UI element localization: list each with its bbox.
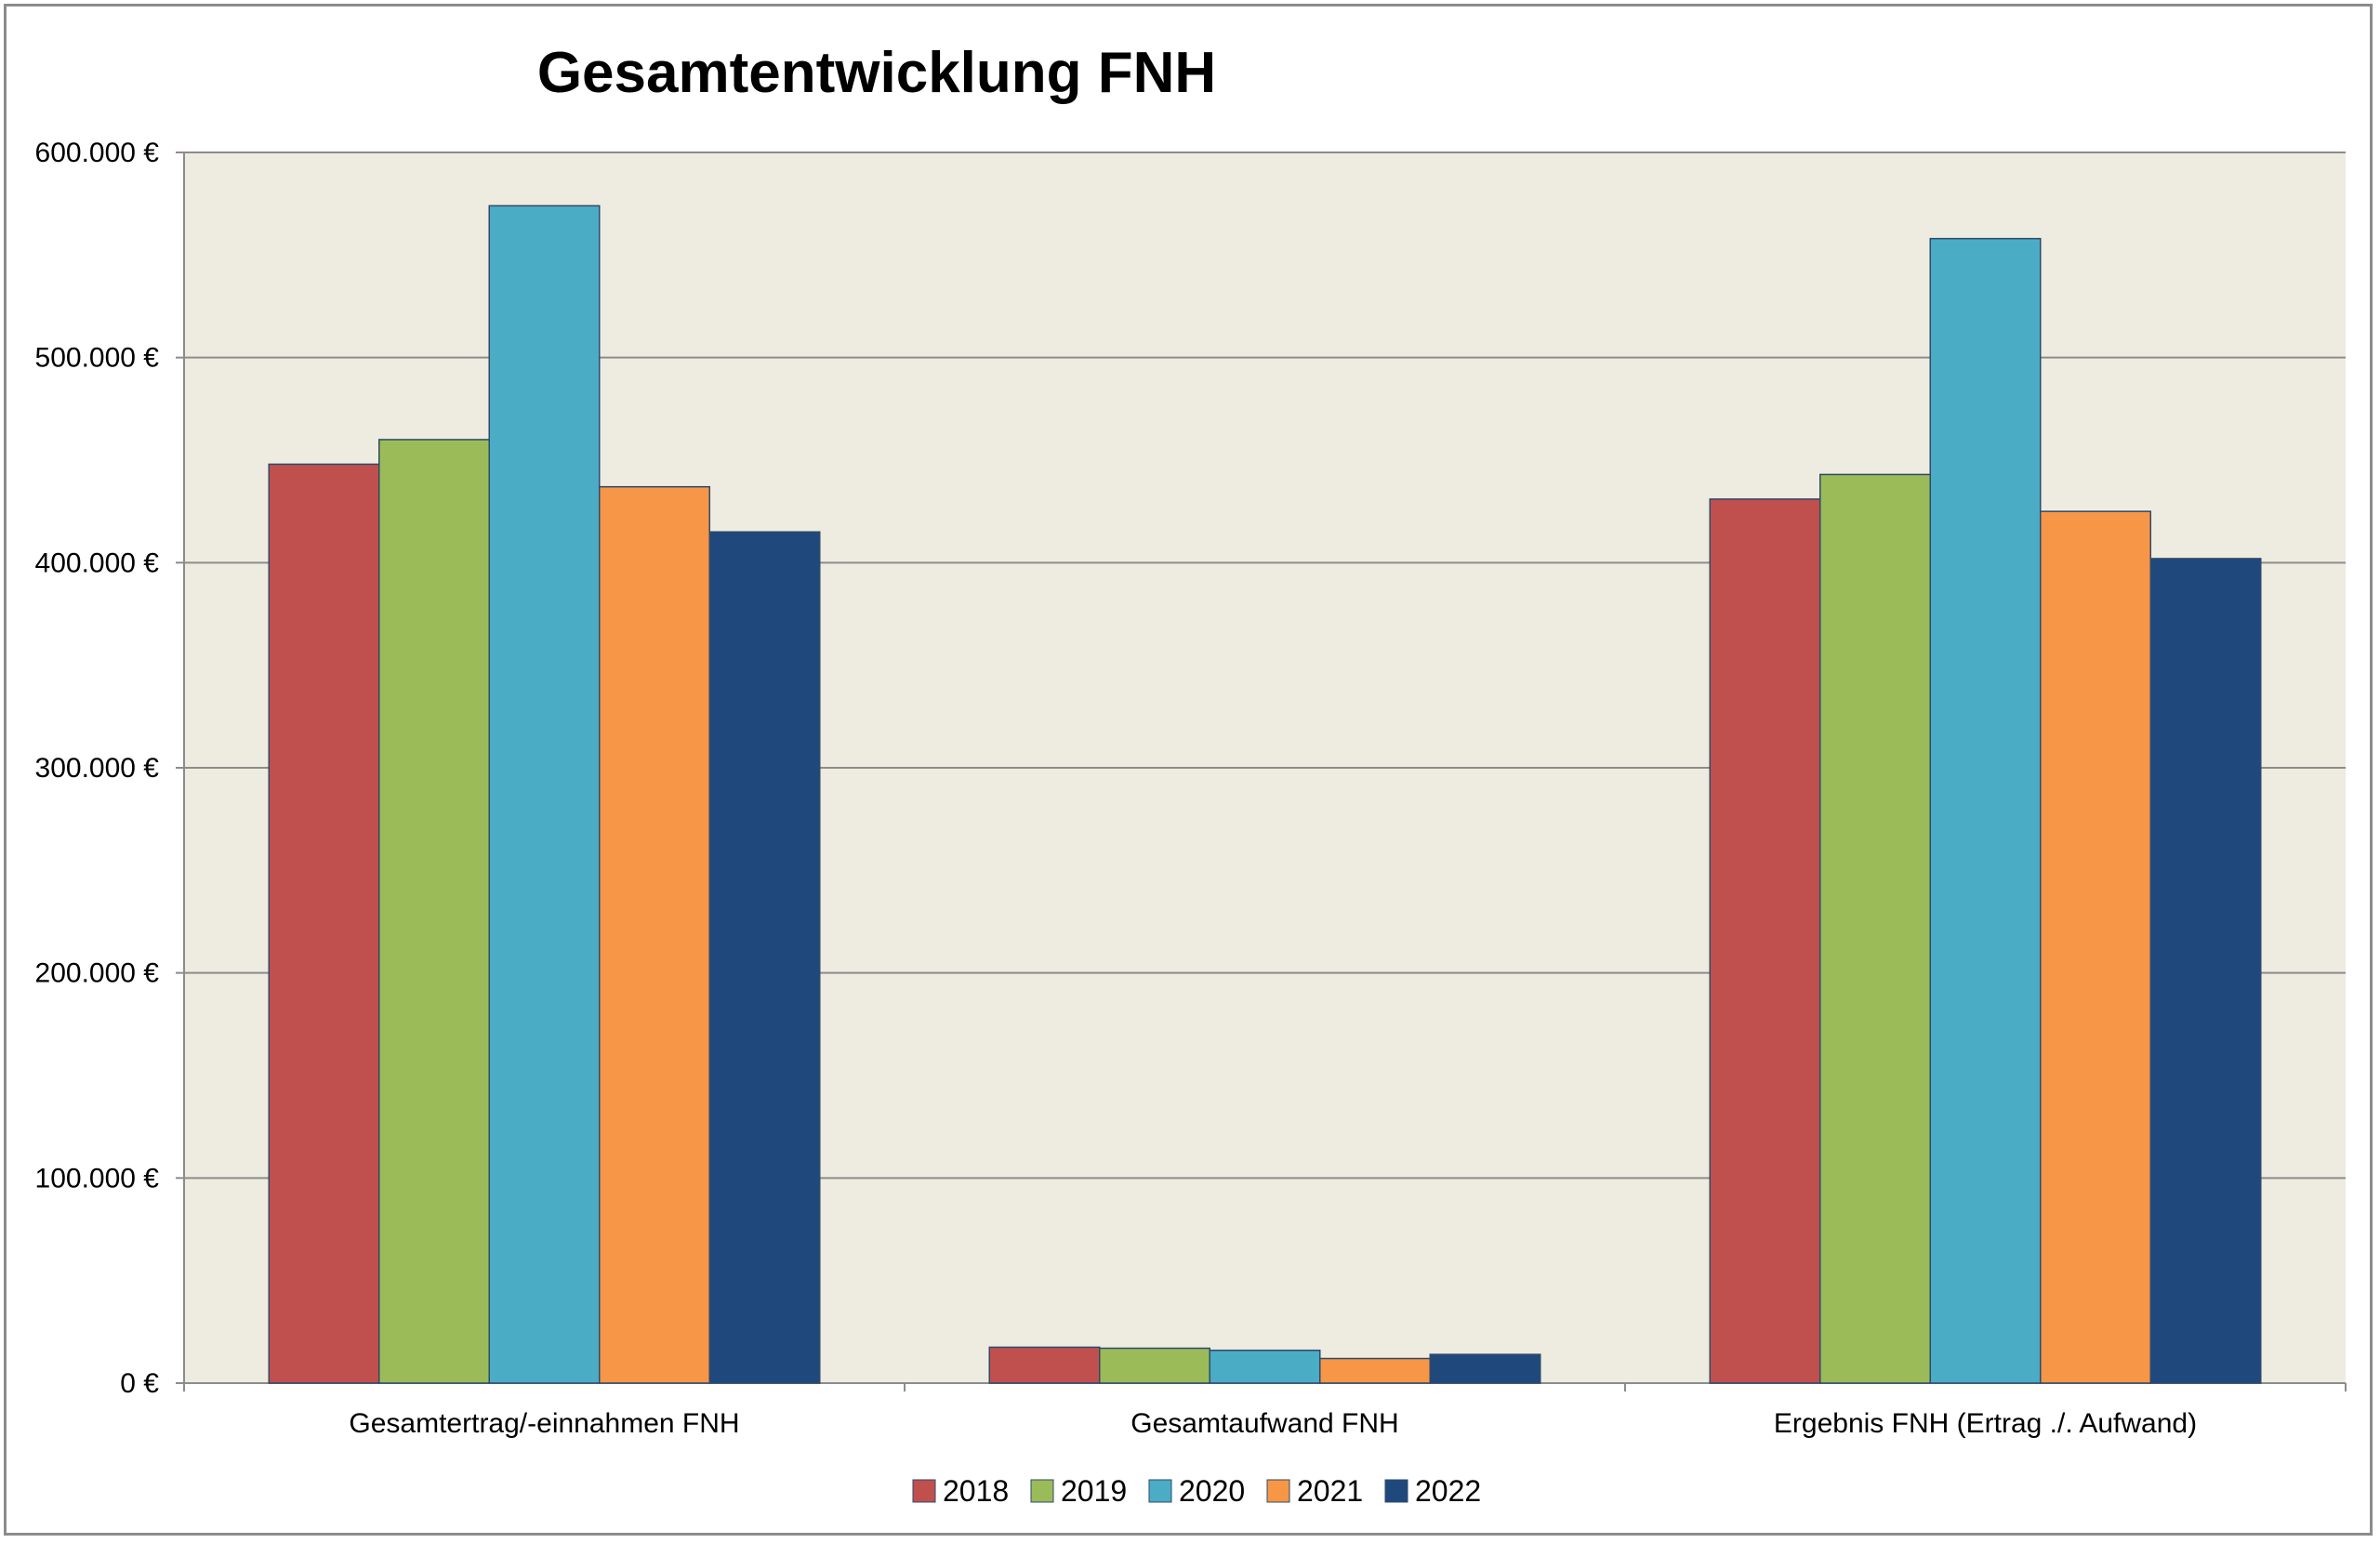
legend-label-2022: 2022 — [1415, 1474, 1481, 1508]
bar-2018-2 — [988, 1346, 1101, 1384]
chart-title: Gesamtentwicklung FNH — [537, 41, 1216, 105]
bar-2021-2 — [1319, 1357, 1431, 1384]
bar-2020-3 — [1929, 237, 2042, 1384]
y-tick-label: 300.000 € — [35, 753, 160, 784]
legend-label-2021: 2021 — [1297, 1474, 1363, 1508]
y-tick-label: 600.000 € — [35, 138, 160, 168]
legend-label-2020: 2020 — [1179, 1474, 1245, 1508]
x-category-label: Gesamtertrag/-einnahmen FNH — [349, 1408, 739, 1439]
legend-swatch-2019 — [1030, 1479, 1054, 1503]
legend-swatch-2018 — [912, 1479, 936, 1503]
x-category-label: Gesamtaufwand FNH — [1130, 1408, 1398, 1439]
legend-swatch-2022 — [1384, 1479, 1408, 1503]
bar-2019-2 — [1099, 1347, 1210, 1384]
plot-area: 0 € 100.000 € 200.000 € 300.000 € 400.000 € 5… — [35, 138, 2347, 1439]
chart-svg: Gesamtentwicklung FNH 0 € 100.000 € 200.00… — [35, 41, 2347, 1508]
bar-2022-2 — [1429, 1353, 1541, 1384]
bar-2018-1 — [268, 463, 380, 1384]
bar-2019-3 — [1819, 473, 1931, 1384]
legend-label-2018: 2018 — [943, 1474, 1009, 1508]
x-category-label: Ergebnis FNH (Ertrag ./. Aufwand) — [1774, 1408, 2197, 1439]
y-tick-label: 200.000 € — [35, 958, 160, 989]
legend-label-2019: 2019 — [1061, 1474, 1127, 1508]
legend-swatch-2020 — [1148, 1479, 1172, 1503]
chart-frame: Gesamtentwicklung FNH 0 € 100.000 € 200.00… — [4, 4, 2373, 1536]
y-tick-label: 400.000 € — [35, 547, 160, 578]
bar-2022-1 — [708, 531, 821, 1384]
bar-2021-3 — [2040, 510, 2151, 1384]
bar-2020-2 — [1209, 1349, 1321, 1384]
bar-2021-1 — [599, 485, 710, 1384]
y-tick-label: 500.000 € — [35, 343, 160, 374]
bar-2018-3 — [1709, 498, 1821, 1384]
bar-2022-3 — [2149, 558, 2262, 1384]
bar-2019-1 — [378, 439, 490, 1384]
legend: 2018 2019 2020 2021 2022 — [912, 1474, 1481, 1508]
y-tick-label: 0 € — [120, 1368, 159, 1399]
bar-2020-1 — [488, 204, 601, 1384]
y-tick-label: 100.000 € — [35, 1163, 160, 1194]
legend-swatch-2021 — [1266, 1479, 1290, 1503]
